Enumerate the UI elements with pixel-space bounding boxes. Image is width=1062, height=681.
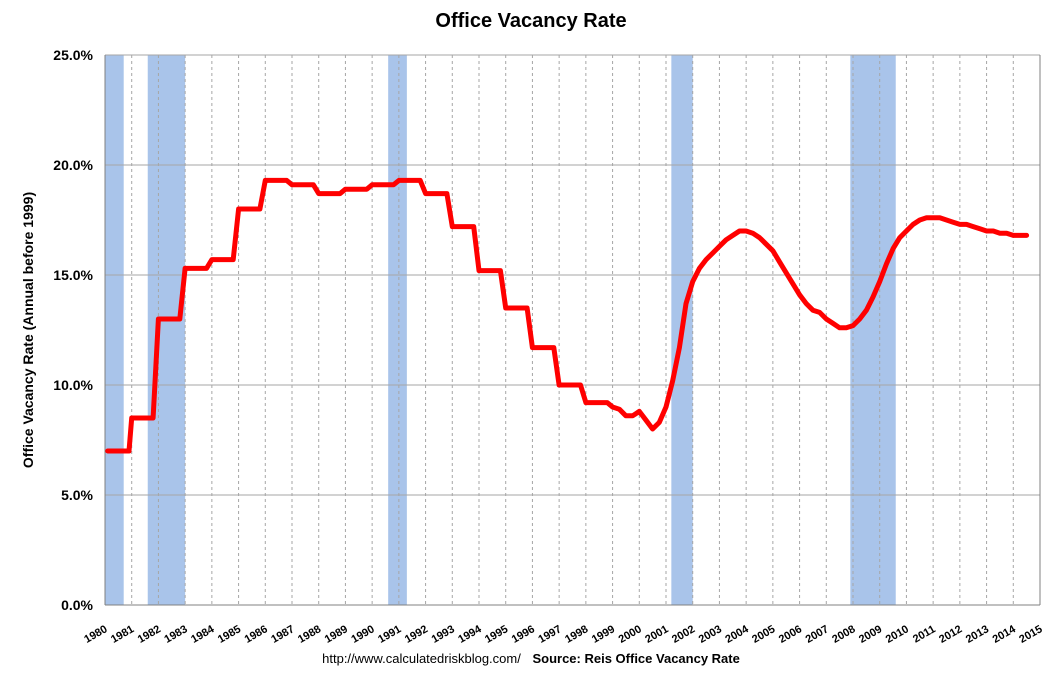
footer: http://www.calculatedriskblog.com/ Sourc… — [0, 651, 1062, 666]
x-tick-label: 2009 — [857, 623, 884, 646]
x-tick-label: 1983 — [162, 623, 189, 646]
axes — [104, 55, 1041, 606]
recession-bands — [105, 55, 896, 605]
grid-lines — [104, 54, 1041, 606]
x-tick-label: 1986 — [243, 623, 270, 646]
x-tick-label: 2000 — [617, 623, 644, 646]
vacancy-rate-line — [105, 177, 1030, 454]
recession-band — [850, 55, 896, 605]
x-tick-label: 1985 — [216, 623, 243, 646]
y-tick-label: 5.0% — [61, 487, 93, 503]
y-axis-label: Office Vacancy Rate (Annual before 1999) — [20, 192, 36, 468]
x-tick-label: 1987 — [269, 623, 296, 646]
source-credit: Source: Reis Office Vacancy Rate — [532, 651, 740, 666]
x-tick-label: 1988 — [296, 623, 323, 646]
x-tick-label: 1984 — [189, 623, 217, 646]
x-tick-label: 1991 — [376, 623, 403, 646]
recession-band — [388, 55, 407, 605]
x-tick-label: 1980 — [82, 623, 109, 646]
x-tick-label: 2004 — [723, 623, 751, 646]
x-tick-label: 2001 — [643, 623, 670, 646]
x-tick-label: 1994 — [456, 623, 484, 646]
x-tick-label: 1993 — [430, 623, 457, 646]
y-tick-label: 10.0% — [53, 377, 93, 393]
x-tick-label: 2011 — [911, 623, 938, 645]
x-tick-label: 2012 — [937, 623, 964, 646]
x-tick-label: 2015 — [1017, 623, 1044, 646]
series-layer — [105, 177, 1030, 454]
x-tick-label: 1989 — [323, 623, 350, 646]
x-tick-label: 2013 — [964, 623, 991, 646]
x-tick-label: 1996 — [510, 623, 537, 646]
x-tick-label: 1992 — [403, 623, 430, 646]
y-tick-label: 25.0% — [53, 47, 93, 63]
x-tick-label: 1990 — [349, 623, 376, 646]
x-tick-label: 2005 — [750, 623, 777, 646]
x-tick-label: 1999 — [590, 623, 617, 646]
x-tick-label: 2014 — [991, 623, 1019, 646]
x-tick-label: 2003 — [697, 623, 724, 646]
x-tick-label: 1995 — [483, 623, 510, 646]
recession-band — [147, 55, 186, 605]
x-tick-labels: 1980 1981 1982 1983 1984 1985 1986 1987 1988 1989… — [82, 623, 1044, 646]
y-tick-label: 15.0% — [53, 267, 93, 283]
y-tick-label: 0.0% — [61, 597, 93, 613]
y-tick-labels: 0.0% 5.0% 10.0% 15.0% 20.0% 25.0% — [53, 47, 93, 613]
x-tick-label: 1998 — [563, 623, 590, 646]
x-tick-label: 2008 — [830, 623, 857, 646]
x-tick-label: 1981 — [109, 623, 136, 646]
x-tick-label: 2007 — [804, 623, 831, 646]
chart-title: Office Vacancy Rate — [435, 10, 627, 32]
x-tick-label: 1997 — [536, 623, 563, 646]
x-tick-label: 2010 — [884, 623, 911, 646]
x-tick-label: 2002 — [670, 623, 697, 646]
y-tick-label: 20.0% — [53, 157, 93, 173]
x-tick-label: 2006 — [777, 623, 804, 646]
x-tick-label: 1982 — [136, 623, 163, 646]
source-url: http://www.calculatedriskblog.com/ — [322, 651, 521, 666]
recession-band — [105, 55, 124, 605]
